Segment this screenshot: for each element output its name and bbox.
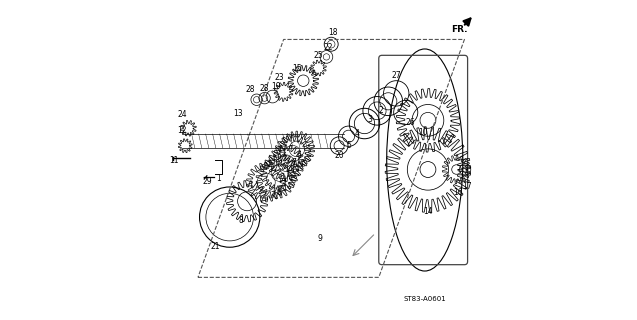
Text: ST83-A0601: ST83-A0601 bbox=[403, 296, 446, 302]
Text: 2: 2 bbox=[378, 106, 383, 115]
Text: 7: 7 bbox=[281, 180, 286, 189]
Text: 7: 7 bbox=[291, 158, 296, 167]
Text: 1: 1 bbox=[216, 174, 221, 183]
Text: 26: 26 bbox=[406, 118, 415, 127]
Text: 12: 12 bbox=[176, 126, 186, 135]
Text: FR.: FR. bbox=[451, 25, 468, 34]
Text: 27: 27 bbox=[391, 71, 401, 80]
Text: 3: 3 bbox=[368, 115, 373, 124]
Text: 21: 21 bbox=[211, 242, 220, 251]
Text: 17: 17 bbox=[462, 181, 472, 190]
Text: 7: 7 bbox=[270, 191, 275, 200]
Text: 5: 5 bbox=[347, 141, 352, 150]
Text: 14: 14 bbox=[423, 207, 433, 216]
Text: 28: 28 bbox=[260, 84, 269, 93]
Text: 28: 28 bbox=[245, 85, 255, 94]
Text: 10: 10 bbox=[419, 128, 428, 137]
Text: 6: 6 bbox=[287, 171, 292, 180]
Text: 4: 4 bbox=[354, 129, 359, 138]
Text: 22: 22 bbox=[323, 43, 333, 52]
Text: 9: 9 bbox=[318, 234, 322, 243]
Text: 20: 20 bbox=[334, 151, 344, 160]
Text: 11: 11 bbox=[169, 156, 179, 165]
Text: 19: 19 bbox=[271, 82, 280, 91]
Text: 15: 15 bbox=[292, 64, 302, 73]
Text: 18: 18 bbox=[328, 28, 338, 37]
Text: 16: 16 bbox=[454, 188, 463, 197]
Text: 6: 6 bbox=[296, 151, 301, 160]
Text: 8: 8 bbox=[238, 216, 243, 226]
Text: 23: 23 bbox=[274, 73, 283, 82]
Text: 24: 24 bbox=[178, 110, 187, 119]
Text: 6: 6 bbox=[276, 188, 282, 197]
Text: 25: 25 bbox=[313, 52, 324, 60]
Text: 29: 29 bbox=[203, 177, 212, 186]
Text: 13: 13 bbox=[233, 108, 243, 117]
